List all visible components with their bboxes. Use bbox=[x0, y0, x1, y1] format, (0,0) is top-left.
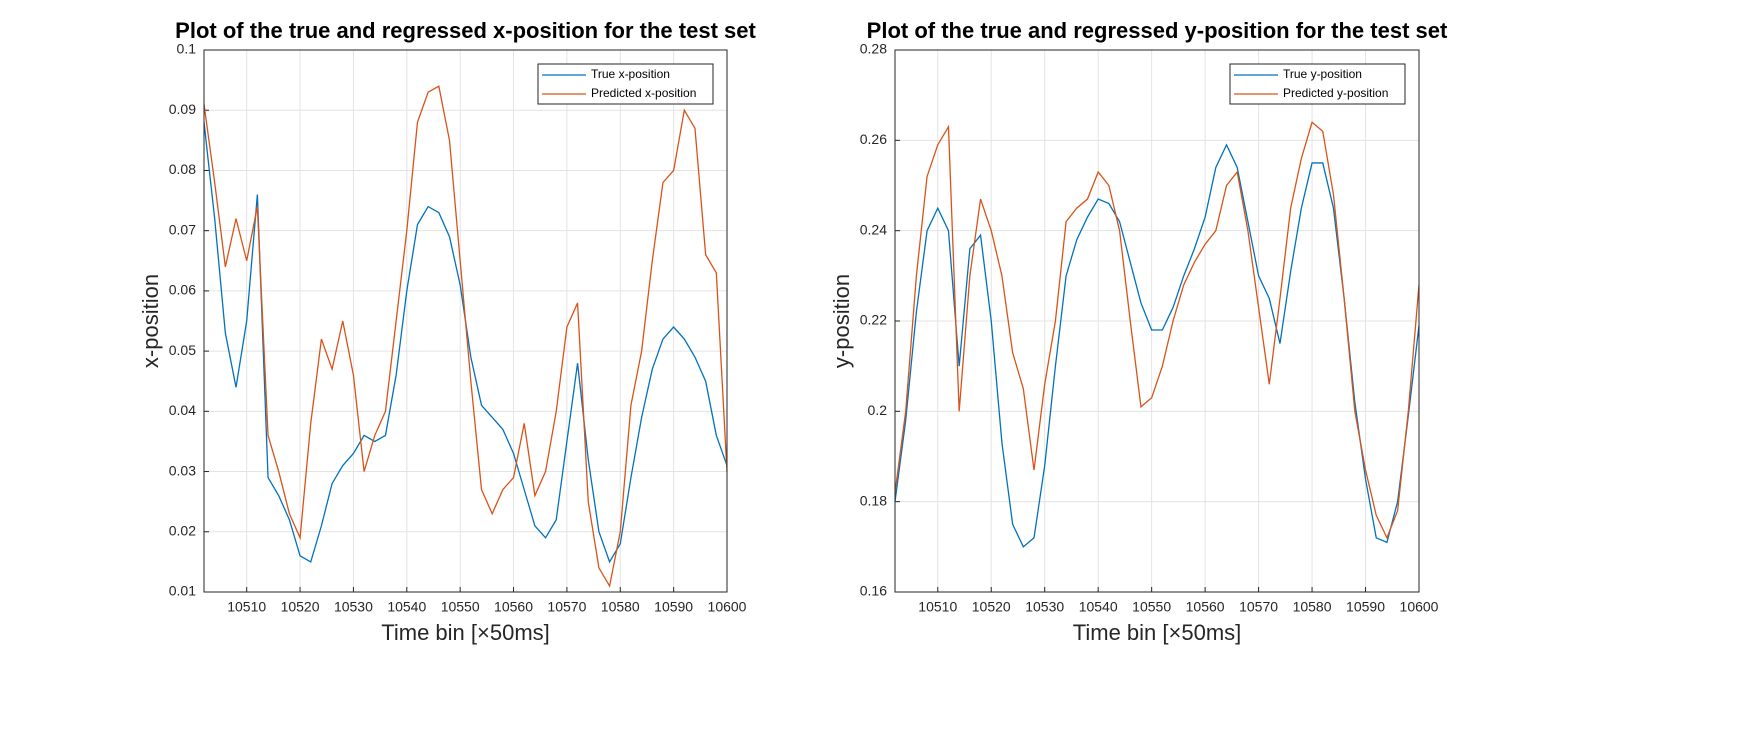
x-tick-label: 10580 bbox=[601, 599, 640, 615]
y-tick-label: 0.28 bbox=[860, 41, 887, 57]
x-tick-label: 10570 bbox=[1239, 599, 1278, 615]
y-axis-label: x-position bbox=[138, 274, 163, 368]
legend-label: True x-position bbox=[591, 67, 670, 81]
axes-box bbox=[894, 49, 1420, 593]
x-tick-label: 10510 bbox=[227, 599, 266, 615]
y-tick-label: 0.24 bbox=[860, 221, 887, 237]
legend-label: Predicted x-position bbox=[591, 86, 696, 100]
legend-box bbox=[1229, 63, 1406, 105]
x-tick-label: 10540 bbox=[1079, 599, 1118, 615]
x-axis-label: Time bin [×50ms] bbox=[1073, 620, 1242, 645]
y-tick-label: 0.18 bbox=[860, 492, 887, 508]
y-tick-label: 0.22 bbox=[860, 312, 887, 328]
data-line bbox=[894, 143, 1420, 548]
y-tick-label: 0.26 bbox=[860, 131, 887, 147]
y-tick-label: 0.09 bbox=[169, 101, 196, 117]
axes-box bbox=[203, 49, 728, 593]
x-tick-label: 10510 bbox=[918, 599, 957, 615]
legend-box bbox=[537, 63, 714, 105]
x-tick-label: 10560 bbox=[494, 599, 533, 615]
chart-title: Plot of the true and regressed x-positio… bbox=[175, 18, 756, 43]
x-tick-label: 10520 bbox=[972, 599, 1011, 615]
data-line bbox=[894, 121, 1420, 540]
x-tick-label: 10530 bbox=[1025, 599, 1064, 615]
y-tick-label: 0.04 bbox=[169, 402, 196, 418]
x-tick-label: 10600 bbox=[1400, 599, 1439, 615]
y-axis-label: y-position bbox=[829, 274, 854, 368]
y-tick-label: 0.06 bbox=[169, 282, 196, 298]
x-tick-label: 10550 bbox=[1132, 599, 1171, 615]
legend-label: Predicted y-position bbox=[1283, 86, 1388, 100]
y-tick-label: 0.07 bbox=[169, 221, 196, 237]
x-tick-label: 10590 bbox=[1346, 599, 1385, 615]
y-tick-label: 0.03 bbox=[169, 462, 196, 478]
x-tick-label: 10590 bbox=[654, 599, 693, 615]
x-tick-label: 10540 bbox=[387, 599, 426, 615]
x-tick-label: 10550 bbox=[441, 599, 480, 615]
y-tick-label: 0.16 bbox=[860, 583, 887, 599]
y-tick-label: 0.01 bbox=[169, 583, 196, 599]
x-axis-label: Time bin [×50ms] bbox=[381, 620, 550, 645]
x-tick-label: 10580 bbox=[1293, 599, 1332, 615]
y-tick-label: 0.1 bbox=[177, 41, 197, 57]
x-tick-label: 10530 bbox=[334, 599, 373, 615]
y-tick-label: 0.02 bbox=[169, 522, 196, 538]
chart-title: Plot of the true and regressed y-positio… bbox=[867, 18, 1448, 43]
x-tick-label: 10520 bbox=[281, 599, 320, 615]
y-tick-label: 0.2 bbox=[868, 402, 888, 418]
y-tick-label: 0.05 bbox=[169, 342, 196, 358]
x-tick-label: 10570 bbox=[547, 599, 586, 615]
x-tick-label: 10600 bbox=[708, 599, 747, 615]
legend-label: True y-position bbox=[1283, 67, 1362, 81]
y-tick-label: 0.08 bbox=[169, 161, 196, 177]
data-line bbox=[203, 85, 728, 588]
x-tick-label: 10560 bbox=[1186, 599, 1225, 615]
data-line bbox=[203, 122, 728, 564]
